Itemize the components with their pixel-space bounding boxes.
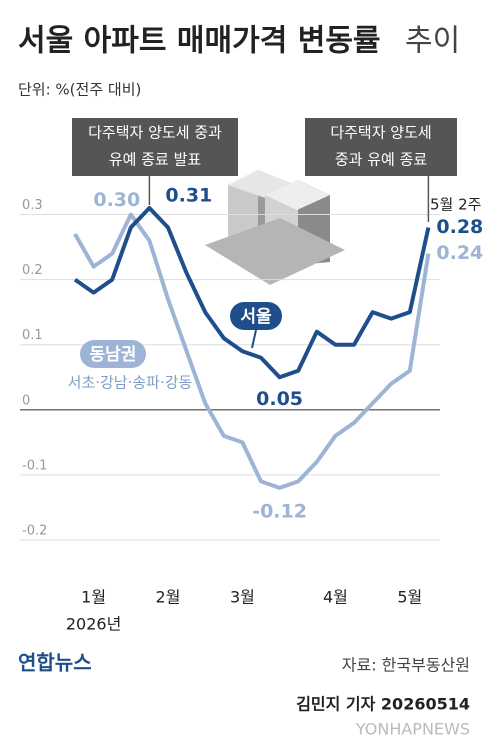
- value-label: -0.12: [252, 500, 307, 522]
- chart-title: 서울 아파트 매매가격 변동률: [18, 24, 381, 59]
- value-label: 0.28: [436, 216, 483, 238]
- y-tick-label: 0.2: [22, 263, 43, 278]
- y-tick-label: -0.2: [22, 523, 47, 538]
- value-label: 0.30: [93, 189, 140, 211]
- legend-box: [80, 340, 146, 368]
- legend-box: [230, 302, 282, 330]
- annotation-box: [305, 118, 457, 176]
- building-illustration: [205, 170, 345, 285]
- value-label: 0.05: [256, 388, 303, 410]
- annotation-text: 다주택자 양도세: [330, 124, 431, 142]
- year-label: 2026년: [66, 615, 121, 634]
- y-tick-label: 0.3: [22, 198, 43, 213]
- last-point-label: 5월 2주: [430, 196, 481, 214]
- annotation-text: 다주택자 양도세 중과: [88, 124, 222, 142]
- series-line: [73, 206, 431, 380]
- logo: 연합뉴스: [18, 651, 92, 675]
- x-tick-label: 1월: [81, 588, 106, 607]
- watermark: YONHAPNEWS: [355, 720, 470, 739]
- annotation-text: 중과 유예 종료: [335, 151, 428, 169]
- annotation-box: [72, 118, 238, 176]
- x-tick-label: 4월: [323, 588, 348, 607]
- series-line: [73, 212, 431, 490]
- legend-label: 서울: [240, 307, 272, 327]
- credit: 김민지 기자 20260514: [296, 695, 470, 714]
- x-tick-label: 3월: [230, 588, 255, 607]
- y-tick-label: 0.1: [22, 328, 43, 343]
- value-label: 0.24: [436, 242, 483, 264]
- y-tick-label: -0.1: [22, 458, 47, 473]
- legend-label: 동남권: [90, 345, 137, 365]
- source: 자료: 한국부동산원: [342, 656, 470, 675]
- legend-pointer: [251, 329, 257, 349]
- legend-detail: 서초·강남·송파·강동: [68, 374, 193, 392]
- chart-title-suffix: 추이: [405, 24, 460, 59]
- x-tick-label: 2월: [156, 588, 181, 607]
- value-label: 0.31: [165, 185, 212, 207]
- annotation-text: 유예 종료 발표: [109, 151, 202, 169]
- y-tick-label: 0: [22, 393, 30, 408]
- x-tick-label: 5월: [397, 588, 422, 607]
- unit-label: 단위: %(전주 대비): [18, 81, 141, 99]
